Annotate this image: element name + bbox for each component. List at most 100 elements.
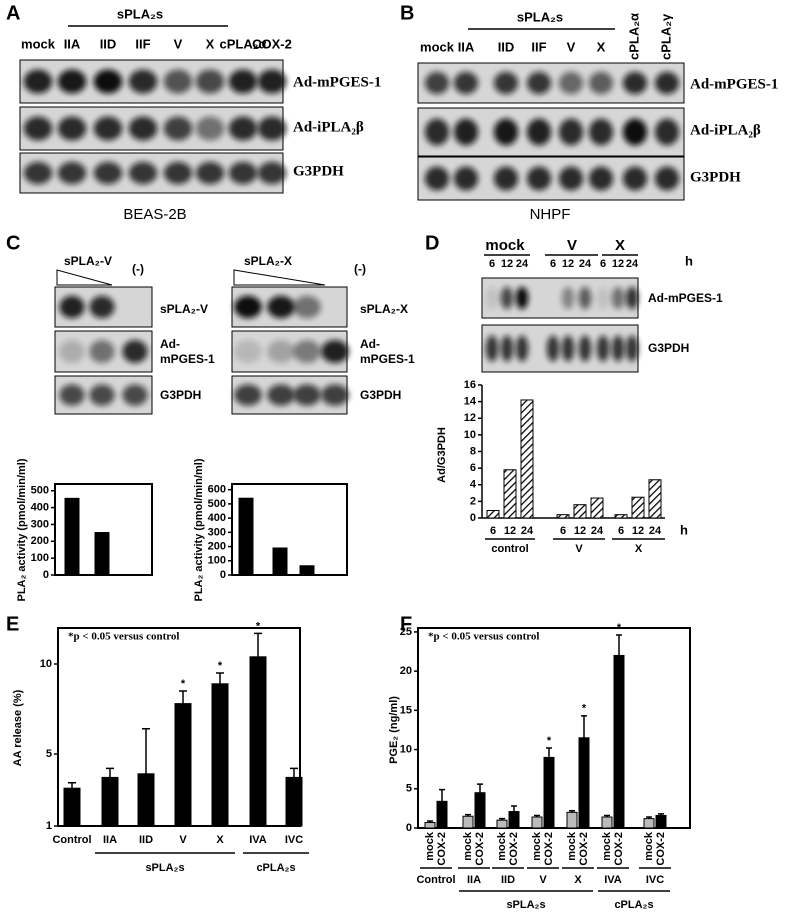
blot-band	[654, 166, 680, 191]
blot-band	[526, 71, 552, 95]
blot-band	[453, 71, 479, 95]
blot-band	[57, 161, 87, 185]
lane-label: mock	[420, 39, 455, 54]
bar	[573, 504, 587, 519]
y-tick-label: 0	[470, 512, 476, 524]
blot-band	[128, 69, 158, 94]
blot-band	[515, 335, 529, 362]
blot-band	[558, 118, 584, 146]
y-tick-label: 10	[464, 429, 476, 441]
group-label: V	[575, 543, 583, 555]
significance-star: *	[582, 703, 587, 715]
significance-star: *	[547, 735, 552, 747]
blot-band	[293, 340, 321, 363]
control-lane: (-)	[132, 262, 144, 276]
lane-label: V	[174, 36, 183, 51]
time-label: 24	[579, 258, 592, 270]
error-bar	[658, 813, 664, 816]
bar	[503, 469, 517, 519]
y-tick-label: 100	[208, 555, 226, 567]
y-tick-label: 400	[208, 512, 226, 524]
blot-band	[93, 116, 123, 141]
bar	[249, 656, 267, 827]
y-tick-label: 10	[400, 743, 412, 755]
blot-band	[596, 286, 610, 310]
bar	[508, 811, 520, 829]
lane-label: IIF	[135, 36, 150, 51]
panel-letter: D	[425, 232, 439, 254]
x-tick-label: IIA	[467, 874, 481, 886]
error-bar	[581, 715, 587, 738]
x-tick-label: Control	[52, 834, 91, 846]
blot-band	[257, 161, 287, 185]
blot-band	[526, 118, 552, 146]
blot-band	[526, 166, 552, 191]
y-tick-label: 200	[31, 535, 49, 547]
blot-band	[622, 71, 648, 95]
bar	[64, 497, 80, 576]
blot-band	[493, 71, 519, 95]
error-bar	[465, 813, 471, 817]
y-tick-label: 300	[208, 526, 226, 538]
error-bar	[179, 690, 187, 704]
blot-band	[293, 384, 321, 406]
lane-label: cPLA₂α	[220, 36, 267, 51]
series-label: mock	[566, 831, 578, 861]
y-tick-label: 20	[400, 665, 412, 677]
blot-band	[23, 69, 53, 94]
blot-band	[195, 116, 225, 141]
bar	[614, 514, 628, 519]
blot-band	[493, 118, 519, 146]
dose-triangle	[233, 269, 326, 286]
blot-band	[122, 340, 148, 363]
row-label: G3PDH	[690, 169, 741, 185]
y-tick-label: 2	[470, 495, 476, 507]
series-label: COX-2	[474, 832, 486, 866]
blot-band	[654, 118, 680, 146]
y-tick-label: 6	[470, 462, 476, 474]
panel-letter: F	[400, 613, 412, 635]
group-label: control	[491, 543, 528, 555]
error-bar	[216, 672, 224, 684]
row-label: G3PDH	[293, 163, 344, 179]
time-label: 24	[516, 258, 529, 270]
series-label: COX-2	[543, 832, 555, 866]
x-tick-label: 12	[632, 525, 644, 537]
lane-label: IID	[100, 36, 117, 51]
blot-band	[515, 286, 529, 310]
y-tick-label: 0	[220, 569, 226, 581]
blot-band	[578, 286, 592, 310]
bar	[601, 816, 613, 829]
bar	[211, 683, 229, 827]
x-tick-label: Control	[416, 874, 455, 886]
group-label: sPLA₂s	[506, 899, 545, 911]
error-bar	[646, 816, 652, 819]
x-tick-label: IVC	[646, 874, 664, 886]
blot-band	[89, 340, 115, 363]
time-label: 12	[612, 258, 624, 270]
bar	[174, 703, 192, 827]
row-label: G3PDH	[160, 388, 201, 402]
panel-letter: B	[400, 2, 414, 24]
blot-band	[122, 384, 148, 406]
blot-band	[293, 295, 321, 319]
y-tick-label: 600	[208, 484, 226, 496]
blot-band	[625, 286, 639, 310]
blot-band	[163, 116, 193, 141]
series-label: COX-2	[655, 832, 667, 866]
group-label: V	[567, 237, 577, 254]
blot-band	[23, 116, 53, 141]
lane-label: V	[567, 39, 576, 54]
row-label: G3PDH	[360, 388, 401, 402]
blot-band	[558, 71, 584, 95]
bar	[63, 787, 81, 827]
lane-label: X	[597, 39, 606, 54]
time-label: 6	[489, 258, 495, 270]
blot-band	[558, 166, 584, 191]
blot-band	[228, 69, 258, 94]
row-label: mPGES-1	[160, 352, 215, 366]
bar	[238, 497, 254, 576]
x-tick-label: 6	[618, 525, 624, 537]
row-label: Ad-iPLA₂β	[293, 119, 364, 135]
blot-band	[257, 69, 287, 94]
